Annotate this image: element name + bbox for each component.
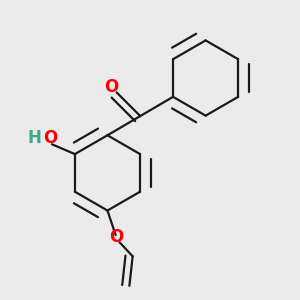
- Text: O: O: [104, 78, 118, 96]
- Text: O: O: [109, 228, 123, 246]
- Text: O: O: [43, 129, 58, 147]
- Text: H: H: [27, 129, 41, 147]
